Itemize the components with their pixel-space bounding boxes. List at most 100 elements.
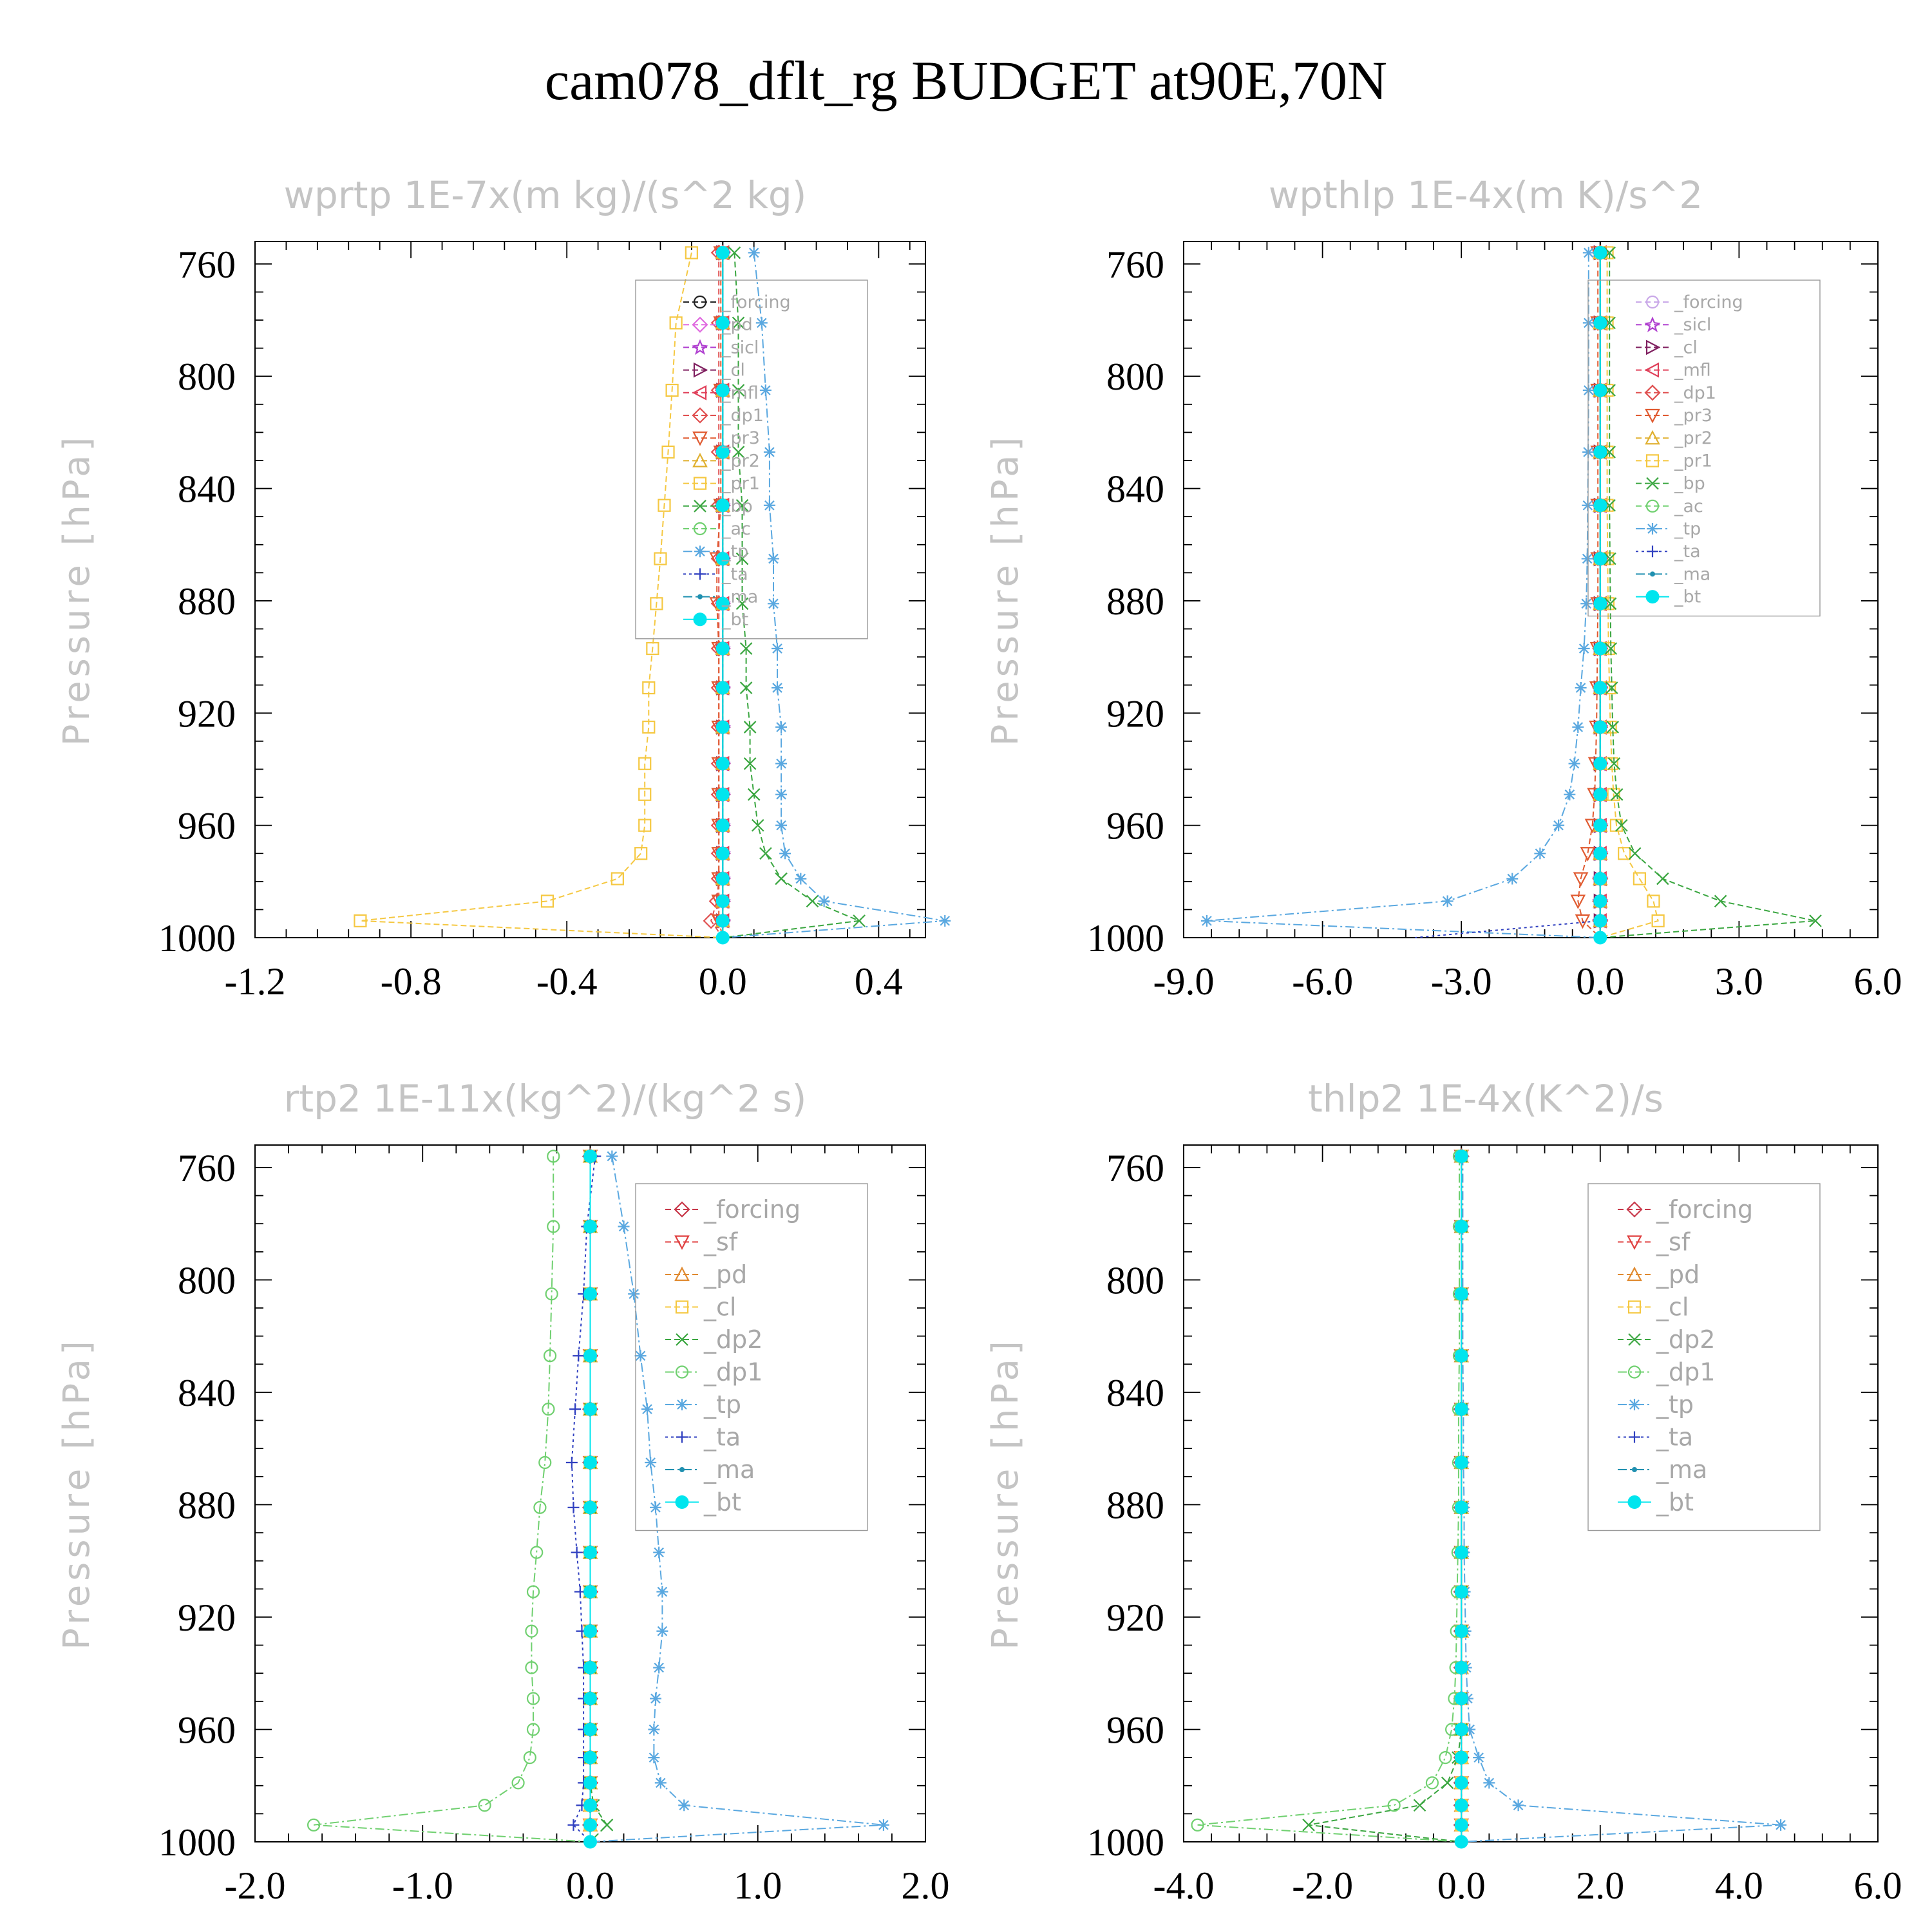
data-point: [877, 1819, 889, 1831]
data-point: [1573, 872, 1589, 887]
data-point: [583, 1722, 597, 1736]
series-line: [1308, 1156, 1463, 1842]
data-point: [751, 819, 764, 832]
data-point: [618, 1220, 630, 1233]
data-point: [1454, 1722, 1468, 1736]
data-point: [1582, 317, 1595, 329]
data-point: [853, 914, 866, 927]
data-point: [1454, 1624, 1468, 1638]
data-point: [1593, 757, 1607, 771]
legend-label: _pr3: [721, 428, 760, 448]
data-point: [653, 1546, 665, 1558]
data-point: [628, 1288, 640, 1300]
data-point: [1464, 1723, 1476, 1736]
data-point: [715, 552, 730, 566]
y-tick-label: 960: [178, 805, 236, 848]
data-point: [1607, 757, 1621, 770]
legend-label: _ta: [721, 564, 748, 584]
data-point: [1582, 247, 1595, 259]
legend-label: _bp: [1674, 474, 1705, 494]
data-point: [634, 1350, 647, 1362]
legend-label: _bt: [721, 610, 748, 630]
series_dp1: [1191, 1150, 1466, 1842]
data-point: [583, 1501, 597, 1515]
legend-label: _ma: [721, 587, 758, 607]
y-tick-label: 760: [1106, 1147, 1164, 1189]
legend-label: _dp2: [703, 1325, 762, 1354]
data-point: [641, 1403, 653, 1416]
y-tick-label: 880: [178, 580, 236, 623]
legend-label: _tp: [1674, 519, 1701, 539]
series-line: [723, 252, 862, 938]
legend-marker: [1645, 408, 1660, 424]
legend-marker: [676, 1333, 688, 1346]
data-point: [583, 1585, 597, 1599]
data-point: [583, 1691, 597, 1705]
x-tick-label: 6.0: [1854, 960, 1902, 1003]
series-line: [1461, 1156, 1781, 1842]
data-point: [1439, 1751, 1452, 1765]
data-point: [1454, 1818, 1468, 1832]
data-point: [748, 247, 760, 259]
legend-label: _ta: [1656, 1423, 1693, 1452]
figure-title: cam078_dflt_rg BUDGET at90E,70N: [544, 50, 1388, 111]
data-point: [642, 681, 656, 695]
data-point: [1454, 1349, 1468, 1363]
data-point: [728, 246, 741, 260]
series_pr1: [354, 246, 723, 938]
x-tick-label: -6.0: [1292, 960, 1353, 1003]
series-line: [1415, 252, 1601, 938]
legend-label: _cl: [1656, 1293, 1689, 1321]
data-point: [583, 1776, 597, 1790]
y-tick-label: 960: [1106, 805, 1164, 848]
x-tick-label: -0.4: [536, 960, 598, 1003]
x-tick-label: -4.0: [1153, 1864, 1215, 1907]
data-point: [583, 1661, 597, 1674]
data-point: [1647, 895, 1660, 908]
panel-title: thlp2 1E-4x(K^2)/s: [1308, 1077, 1663, 1121]
legend-label: _tp: [703, 1390, 741, 1419]
legend-label: _dp2: [1656, 1325, 1715, 1354]
data-point: [571, 1546, 583, 1558]
legend-marker: [1645, 295, 1660, 309]
data-point: [775, 788, 788, 800]
legend-label: _bt: [703, 1488, 741, 1517]
data-point: [1425, 1776, 1439, 1790]
data-point: [1593, 498, 1607, 513]
data-point: [1775, 1819, 1787, 1831]
legend-box: [635, 279, 868, 639]
legend-marker: [1627, 1300, 1642, 1314]
y-tick-label: 880: [178, 1484, 236, 1526]
legend-marker: [693, 295, 707, 309]
legend-label: _pd: [703, 1260, 747, 1289]
legend-label: _pd: [721, 315, 753, 335]
data-point: [583, 1546, 597, 1560]
legend-marker: [1647, 523, 1658, 535]
data-point: [1581, 553, 1593, 565]
data-point: [606, 1150, 618, 1162]
y-tick-label: 880: [1106, 580, 1164, 623]
data-point: [525, 1624, 538, 1638]
series_tp: [590, 1150, 889, 1842]
data-point: [715, 846, 730, 860]
legend: _forcing _pd_sicl _cl_mfl _dp1_pr3 _pr2 _pr1 _…: [635, 279, 868, 639]
data-point: [715, 914, 730, 928]
data-point: [1454, 1776, 1468, 1790]
data-point: [715, 819, 730, 833]
y-tick-label: 840: [1106, 1372, 1164, 1414]
data-point: [715, 245, 730, 260]
x-tick-label: -9.0: [1153, 960, 1215, 1003]
y-tick-label: 800: [178, 1259, 236, 1302]
data-point: [735, 597, 749, 611]
data-point: [1809, 914, 1822, 927]
data-point: [775, 872, 788, 886]
legend-marker: [697, 594, 703, 600]
data-point: [739, 642, 753, 655]
data-point: [715, 788, 730, 802]
data-point: [715, 316, 730, 330]
series-line: [1600, 252, 1659, 938]
legend-label: _dp1: [1674, 383, 1716, 403]
legend-marker: [674, 1201, 690, 1218]
legend-marker: [674, 1266, 690, 1282]
legend-marker: [1645, 590, 1660, 604]
